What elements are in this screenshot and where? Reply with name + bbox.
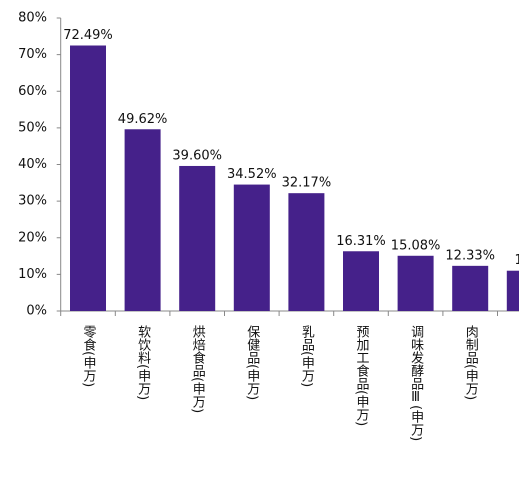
y-tick-label: 80% — [18, 11, 47, 26]
value-label: 15.08% — [391, 238, 441, 253]
value-label: 16.31% — [336, 234, 386, 249]
y-tick-label: 50% — [18, 120, 47, 135]
bar — [506, 270, 519, 311]
value-label: 72.49% — [63, 28, 113, 43]
value-label: 39.60% — [172, 148, 222, 163]
y-tick-label: 30% — [18, 194, 47, 209]
y-tick-label: 10% — [18, 267, 47, 282]
x-tick-label: 乳品(申万) — [299, 325, 315, 387]
value-label: 34.52% — [227, 167, 277, 182]
y-tick-label: 0% — [26, 304, 47, 319]
x-tick-label: 肉制品(申万) — [463, 325, 479, 400]
value-label: 49.62% — [118, 112, 168, 127]
x-tick-label: 预加工食品(申万) — [354, 325, 370, 426]
bar — [179, 165, 216, 311]
y-tick-label: 20% — [18, 230, 47, 245]
x-tick-label: 零食(申万) — [81, 325, 97, 387]
value-label: 11. — [514, 253, 519, 268]
y-tick-label: 40% — [18, 157, 47, 172]
x-tick-label: 保健品(申万) — [244, 325, 259, 400]
value-label: 12.33% — [445, 248, 495, 263]
y-tick-label: 60% — [18, 84, 47, 99]
bar — [288, 193, 325, 311]
bar — [124, 129, 161, 311]
x-tick-label: 烘焙食品(申万) — [190, 325, 206, 413]
y-tick-label: 70% — [18, 47, 47, 62]
value-label: 32.17% — [282, 176, 332, 191]
x-tick-label: 调味发酵品Ⅲ(申万) — [408, 325, 424, 441]
bar — [70, 45, 106, 312]
x-tick-label: 软饮料(申万) — [135, 325, 151, 400]
bar — [233, 184, 270, 311]
bar — [343, 251, 379, 311]
bar — [397, 255, 434, 311]
bar — [452, 265, 489, 311]
